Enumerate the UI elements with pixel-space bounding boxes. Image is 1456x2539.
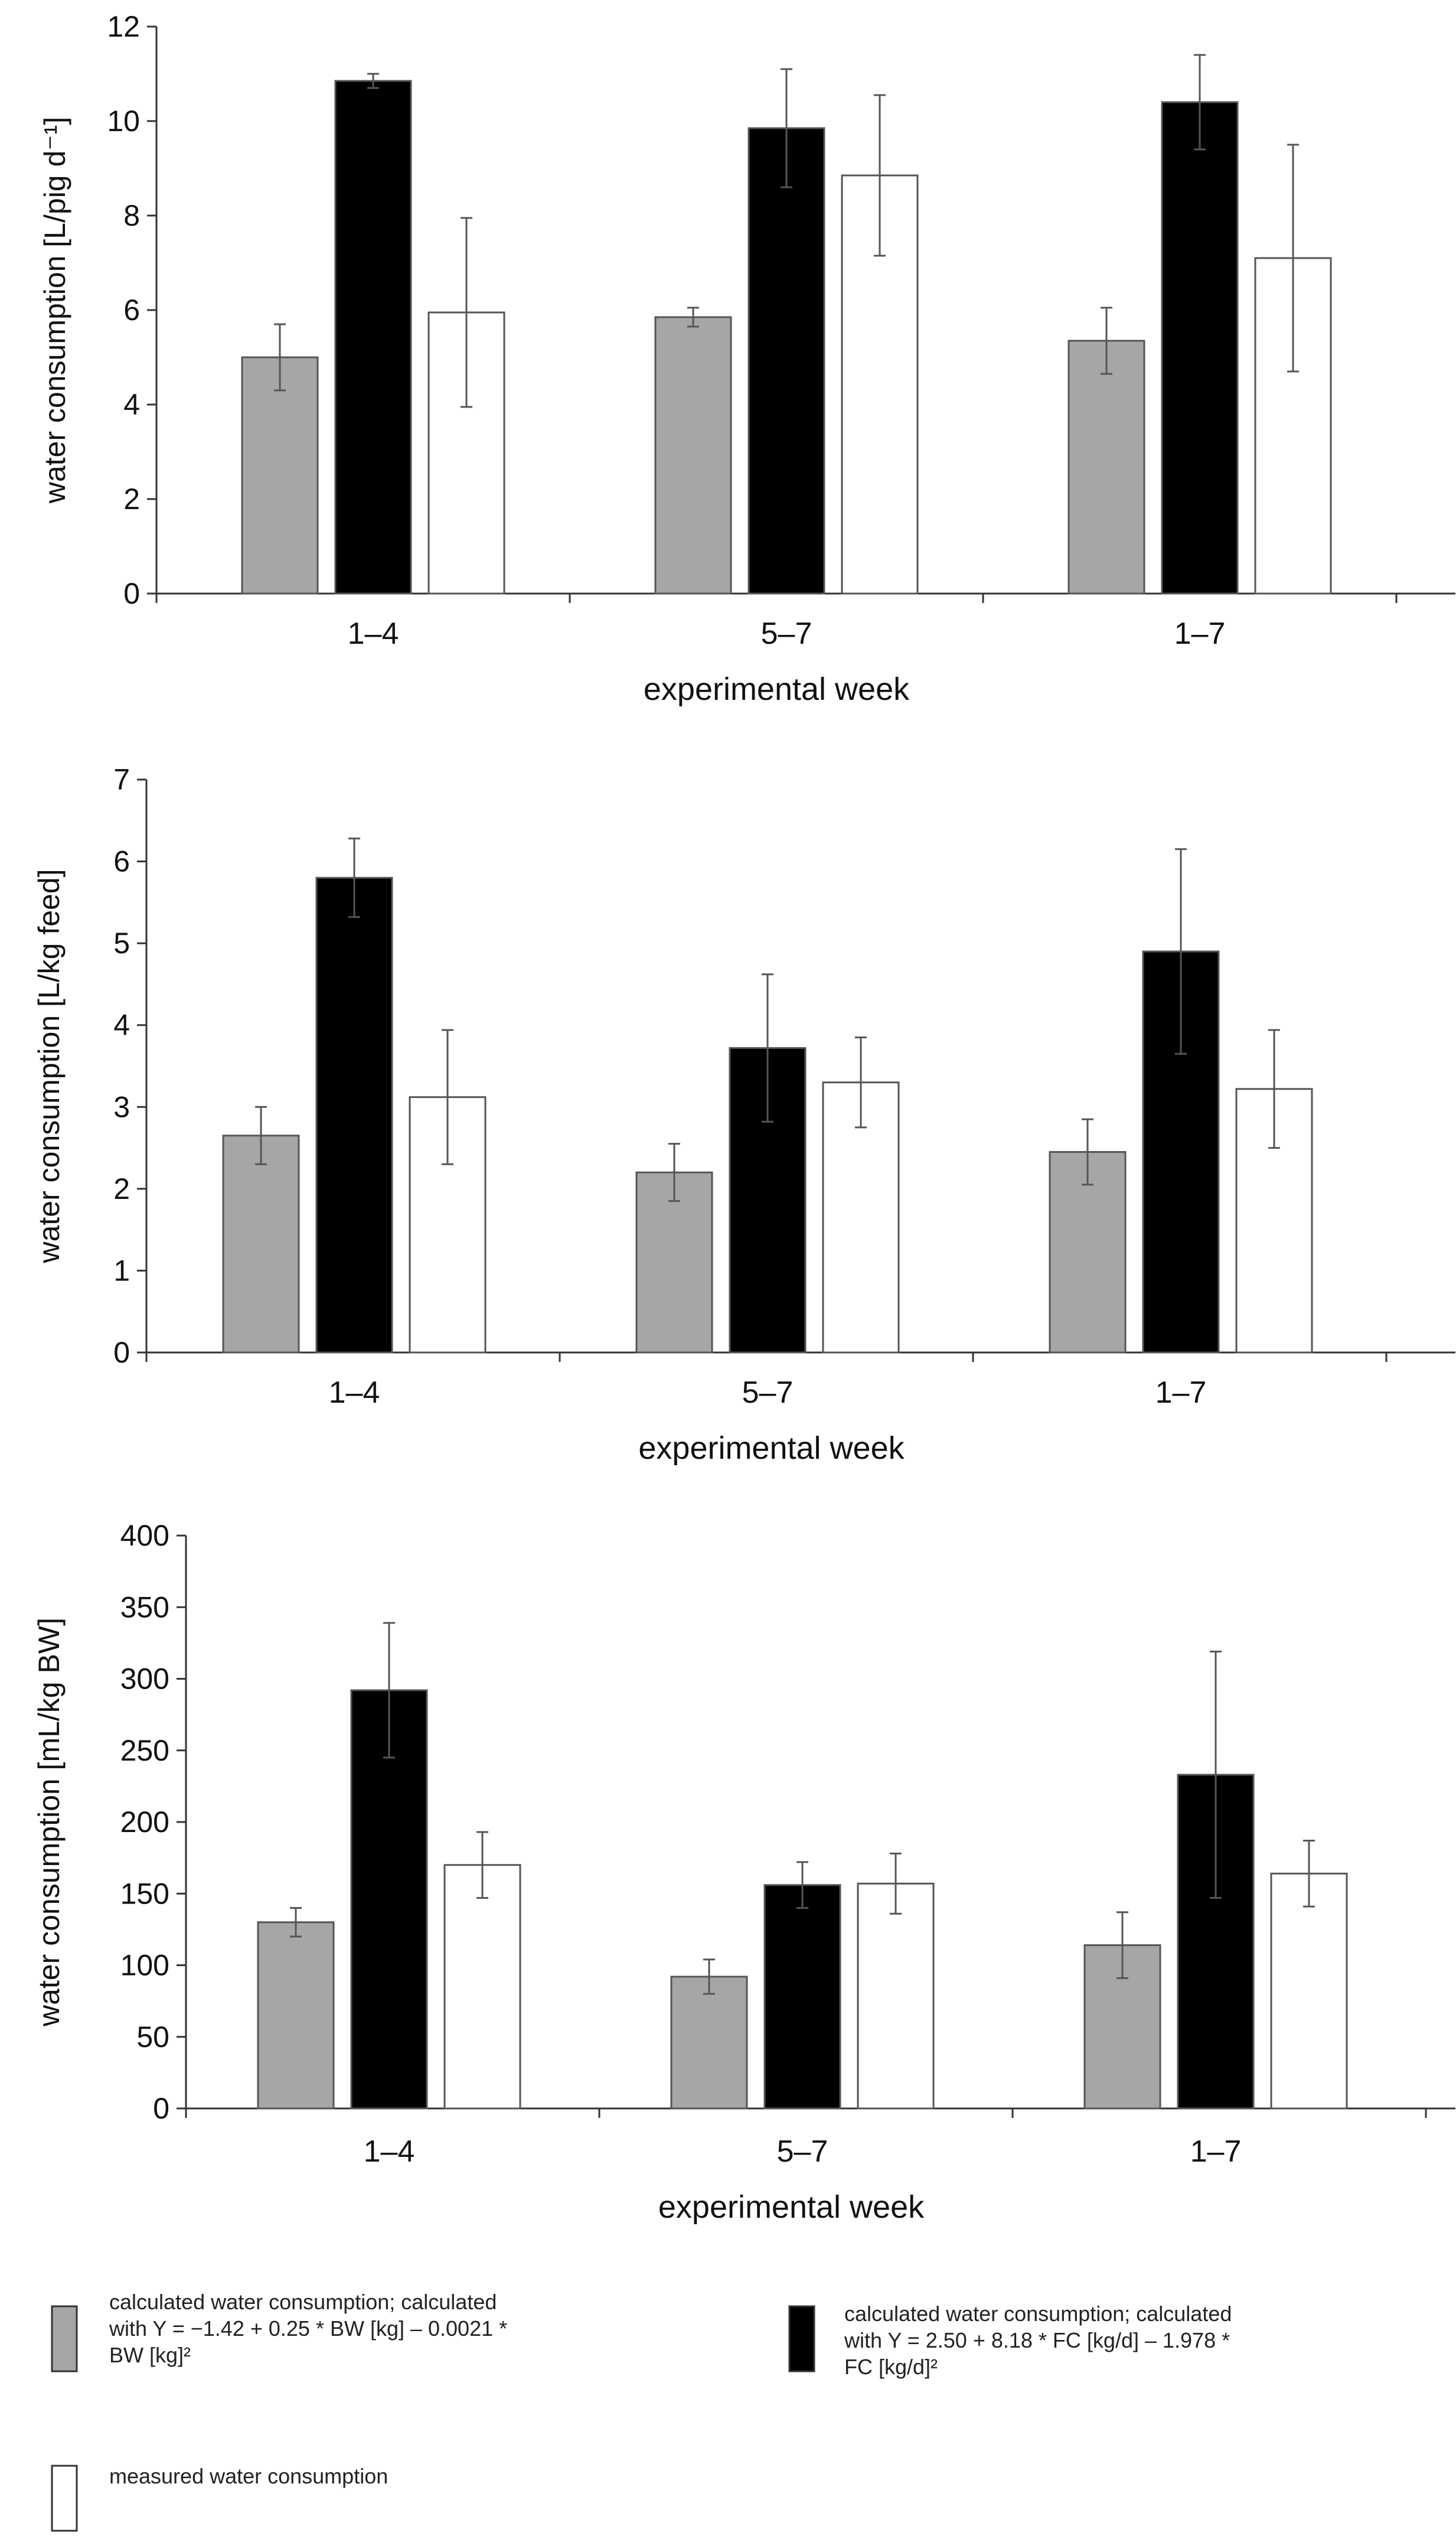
y-tick-label: 4 (113, 1009, 130, 1042)
y-tick-label: 400 (120, 1519, 169, 1552)
bar (222, 1135, 300, 1354)
legend-swatch (51, 2465, 78, 2532)
bar (1067, 340, 1145, 595)
y-tick-label: 100 (120, 1949, 169, 1982)
x-tick-label: 5–7 (761, 617, 812, 651)
y-tick-label: 0 (113, 1336, 130, 1369)
y-tick-label: 2 (123, 483, 140, 516)
y-tick-label: 6 (113, 845, 130, 878)
x-tick-label: 5–7 (777, 2134, 828, 2169)
bar (857, 1882, 935, 2110)
y-tick-label: 12 (107, 10, 140, 43)
y-tick-label: 50 (136, 2020, 169, 2054)
chart-2: 0 1 2 3 4 5 6 7 1–4 5–7 1–7 experimental week water … (32, 763, 1455, 1466)
bar (315, 876, 393, 1354)
legend-label: measured water consumption (109, 2464, 388, 2488)
bar (1161, 101, 1239, 595)
x-axis-title: experimental week (644, 672, 910, 707)
y-axis-title: water consumption [L/pig d⁻¹] (38, 117, 71, 504)
y-tick-label: 5 (113, 927, 130, 960)
y-tick-label: 200 (120, 1805, 169, 1839)
x-tick-label: 1–4 (348, 617, 399, 651)
legend-swatch (788, 2305, 815, 2372)
y-tick-label: 8 (123, 199, 140, 232)
y-tick-label: 4 (123, 388, 140, 421)
legend-swatch (51, 2305, 78, 2372)
legend-label: calculated water consumption; calculated (109, 2290, 497, 2314)
bar (654, 316, 732, 595)
y-tick-label: 10 (107, 105, 140, 138)
legend-label: calculated water consumption; calculated (844, 2302, 1232, 2326)
legend-item: calculated water consumption; calculated… (788, 2302, 1232, 2379)
y-tick-label: 300 (120, 1663, 169, 1696)
y-tick-label: 7 (113, 763, 130, 796)
bar (334, 80, 412, 595)
x-tick-label: 5–7 (742, 1376, 794, 1410)
bar (747, 127, 825, 595)
y-tick-label: 6 (123, 294, 140, 327)
bar (257, 1921, 335, 2110)
x-tick-label: 1–7 (1190, 2134, 1242, 2169)
y-axis-title: water consumption [L/kg feed] (32, 869, 66, 1263)
bar (241, 356, 319, 595)
legend-label: FC [kg/d]² (844, 2355, 938, 2379)
y-tick-label: 3 (113, 1090, 130, 1123)
bar (1270, 1872, 1348, 2110)
chart-3: 0 50 100 150 200 250 300 350 400 1–4 5–7 1–7 experim… (32, 1519, 1455, 2225)
y-tick-label: 1 (113, 1254, 130, 1287)
x-tick-label: 1–7 (1174, 617, 1226, 651)
legend-label: BW [kg]² (109, 2343, 191, 2367)
bar (443, 1864, 521, 2110)
y-tick-label: 0 (153, 2092, 169, 2125)
legend-label: with Y = −1.42 + 0.25 * BW [kg] – 0.0021… (109, 2316, 507, 2341)
x-tick-label: 1–4 (364, 2134, 415, 2169)
bar (763, 1884, 841, 2110)
y-tick-label: 250 (120, 1734, 169, 1767)
x-tick-label: 1–4 (329, 1376, 380, 1410)
legend-item: measured water consumption (51, 2464, 388, 2532)
x-axis-title: experimental week (658, 2189, 925, 2225)
chart-1: 0 2 4 6 8 10 12 1–4 5–7 1–7 experimental week water… (38, 10, 1455, 707)
legend-item: calculated water consumption; calculated… (51, 2290, 507, 2372)
x-axis-title: experimental week (638, 1430, 905, 1466)
legend-label: with Y = 2.50 + 8.18 * FC [kg/d] – 1.978… (844, 2328, 1230, 2352)
bar (670, 1976, 748, 2110)
x-tick-label: 1–7 (1155, 1376, 1207, 1410)
y-tick-label: 0 (123, 577, 140, 610)
y-tick-label: 150 (120, 1877, 169, 1910)
y-tick-label: 350 (120, 1590, 169, 1624)
legend: calculated water consumption; calculated… (51, 2290, 1232, 2532)
y-tick-label: 2 (113, 1172, 130, 1205)
y-axis-title: water consumption [mL/kg BW] (32, 1618, 66, 2027)
